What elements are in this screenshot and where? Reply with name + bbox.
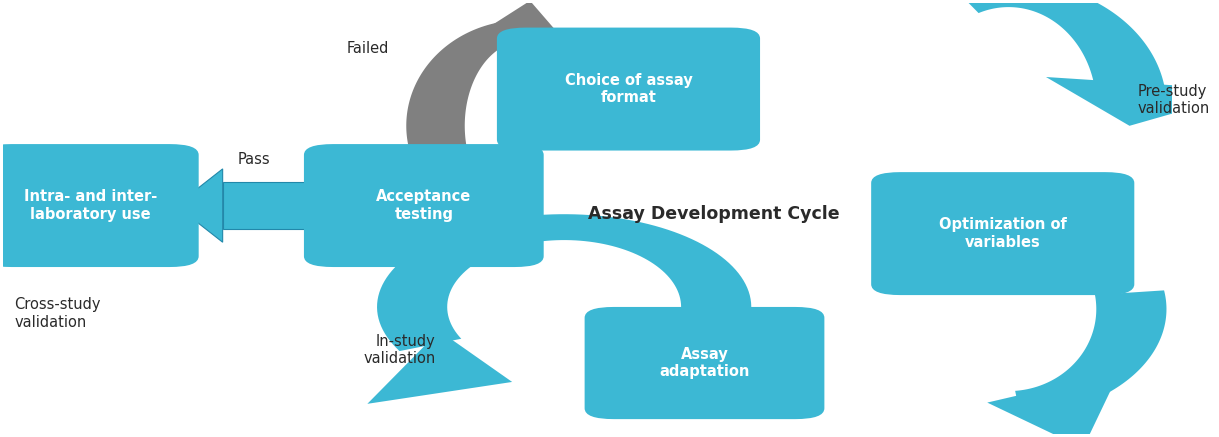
Text: Pass: Pass xyxy=(238,152,271,167)
Polygon shape xyxy=(406,20,531,230)
Text: Assay Development Cycle: Assay Development Cycle xyxy=(588,205,839,223)
Text: Cross-study
validation: Cross-study validation xyxy=(15,297,101,329)
Polygon shape xyxy=(223,182,334,229)
FancyBboxPatch shape xyxy=(585,307,824,419)
Text: Optimization of
variables: Optimization of variables xyxy=(939,217,1067,250)
Text: Choice of assay
format: Choice of assay format xyxy=(564,73,692,105)
Polygon shape xyxy=(377,214,751,394)
Text: Failed: Failed xyxy=(346,41,389,55)
Text: Intra- and inter-
laboratory use: Intra- and inter- laboratory use xyxy=(24,189,157,222)
Text: Acceptance
testing: Acceptance testing xyxy=(377,189,472,222)
Polygon shape xyxy=(987,372,1119,437)
FancyBboxPatch shape xyxy=(497,28,761,151)
FancyBboxPatch shape xyxy=(872,172,1135,295)
FancyBboxPatch shape xyxy=(0,144,199,267)
Polygon shape xyxy=(367,331,512,404)
Polygon shape xyxy=(1015,290,1167,416)
Polygon shape xyxy=(176,169,223,242)
Polygon shape xyxy=(1046,77,1219,126)
Text: Assay
adaptation: Assay adaptation xyxy=(659,347,750,379)
Text: In-study
validation: In-study validation xyxy=(363,334,435,366)
Polygon shape xyxy=(954,0,1165,97)
FancyBboxPatch shape xyxy=(304,144,544,267)
Text: Pre-study
validation: Pre-study validation xyxy=(1137,83,1209,116)
Polygon shape xyxy=(449,1,567,53)
